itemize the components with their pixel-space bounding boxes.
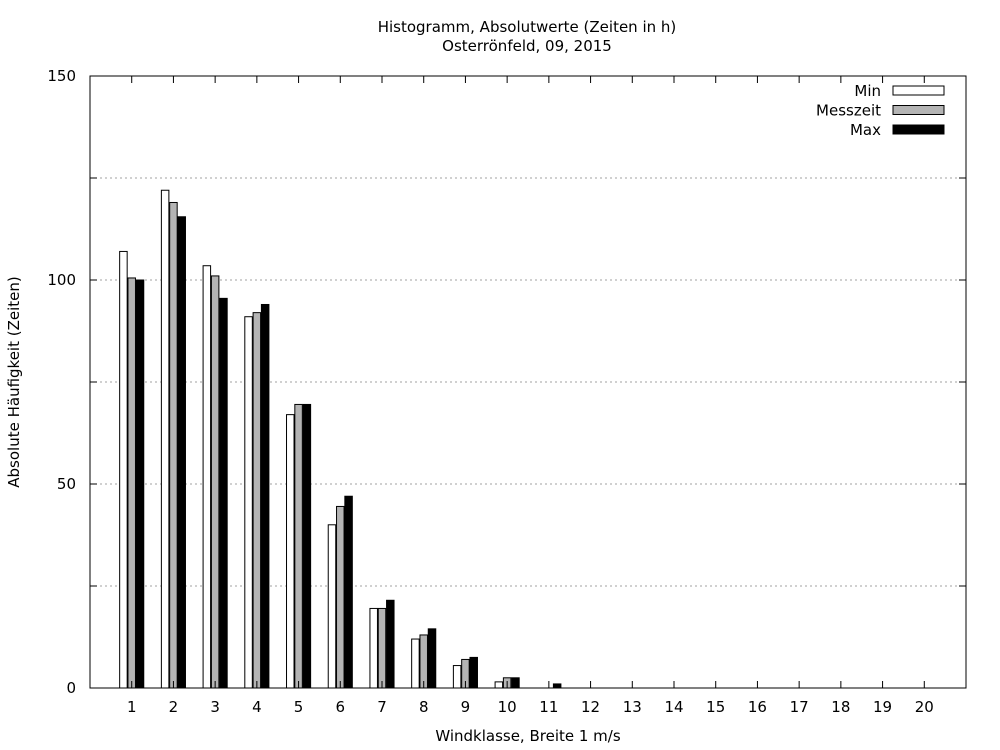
x-tick-label: 19 bbox=[873, 698, 892, 716]
bar-max bbox=[219, 297, 228, 689]
legend-label: Messzeit bbox=[816, 102, 881, 120]
bar-max bbox=[469, 656, 478, 689]
bar-max bbox=[552, 683, 562, 689]
grid-lines bbox=[90, 177, 966, 587]
legend-label: Max bbox=[850, 121, 881, 139]
bar-min bbox=[327, 524, 337, 689]
x-tick-label: 13 bbox=[623, 698, 642, 716]
x-axis: 1 2 3 4 5 6 7 8 9 10 11 12 13 14 15 16 17 18 19 20 bbox=[127, 76, 934, 716]
x-tick-label: 9 bbox=[461, 698, 471, 716]
x-tick-label: 11 bbox=[539, 698, 558, 716]
bar-messzeit bbox=[252, 312, 262, 689]
x-tick-label: 1 bbox=[127, 698, 137, 716]
bar-min bbox=[286, 414, 295, 689]
legend-label: Min bbox=[854, 82, 881, 100]
bar-min bbox=[452, 665, 462, 689]
legend-swatch bbox=[892, 85, 945, 96]
bar-messzeit bbox=[127, 277, 136, 689]
x-tick-label: 8 bbox=[419, 698, 429, 716]
x-tick-label: 20 bbox=[915, 698, 934, 716]
bar-messzeit bbox=[210, 275, 220, 689]
y-tick-label: 0 bbox=[66, 679, 76, 697]
x-tick-label: 5 bbox=[294, 698, 304, 716]
bar-min bbox=[202, 265, 212, 689]
bar-min bbox=[494, 681, 504, 689]
x-tick-label: 12 bbox=[581, 698, 600, 716]
y-tick-label: 50 bbox=[57, 475, 76, 493]
x-tick-label: 4 bbox=[252, 698, 262, 716]
bar-max bbox=[302, 403, 312, 689]
bar-messzeit bbox=[419, 634, 428, 689]
bar-max bbox=[386, 599, 395, 689]
bar-min bbox=[369, 607, 378, 689]
bar-messzeit bbox=[294, 403, 303, 689]
chart-title: Histogramm, Absolutwerte (Zeiten in h) bbox=[378, 18, 677, 36]
bar-min bbox=[244, 316, 253, 689]
bar-series bbox=[119, 189, 562, 689]
x-tick-label: 18 bbox=[831, 698, 850, 716]
x-tick-label: 2 bbox=[169, 698, 179, 716]
bar-messzeit bbox=[336, 505, 345, 689]
bar-min bbox=[411, 638, 420, 689]
x-tick-label: 16 bbox=[748, 698, 767, 716]
y-tick-label: 100 bbox=[47, 271, 76, 289]
bar-messzeit bbox=[377, 607, 387, 689]
bar-max bbox=[344, 495, 353, 689]
y-tick-label: 150 bbox=[47, 67, 76, 85]
y-axis: 0 50 100 150 bbox=[47, 67, 966, 697]
legend-swatch bbox=[892, 124, 945, 135]
x-tick-label: 14 bbox=[664, 698, 683, 716]
bar-min bbox=[160, 189, 170, 689]
x-tick-label: 6 bbox=[336, 698, 346, 716]
legend-swatch bbox=[892, 105, 945, 115]
bar-max bbox=[511, 677, 520, 689]
x-tick-label: 10 bbox=[498, 698, 517, 716]
x-tick-label: 3 bbox=[210, 698, 220, 716]
x-tick-label: 17 bbox=[790, 698, 809, 716]
bar-max bbox=[260, 303, 270, 689]
chart-subtitle: Osterrönfeld, 09, 2015 bbox=[442, 37, 612, 55]
bar-max bbox=[135, 279, 145, 689]
y-axis-label: Absolute Häufigkeit (Zeiten) bbox=[5, 276, 23, 487]
x-axis-label: Windklasse, Breite 1 m/s bbox=[435, 727, 621, 745]
bar-messzeit bbox=[169, 201, 178, 689]
bar-min bbox=[119, 250, 128, 689]
bar-max bbox=[427, 628, 437, 689]
bar-max bbox=[177, 216, 186, 689]
x-tick-label: 7 bbox=[377, 698, 387, 716]
x-tick-label: 15 bbox=[706, 698, 725, 716]
